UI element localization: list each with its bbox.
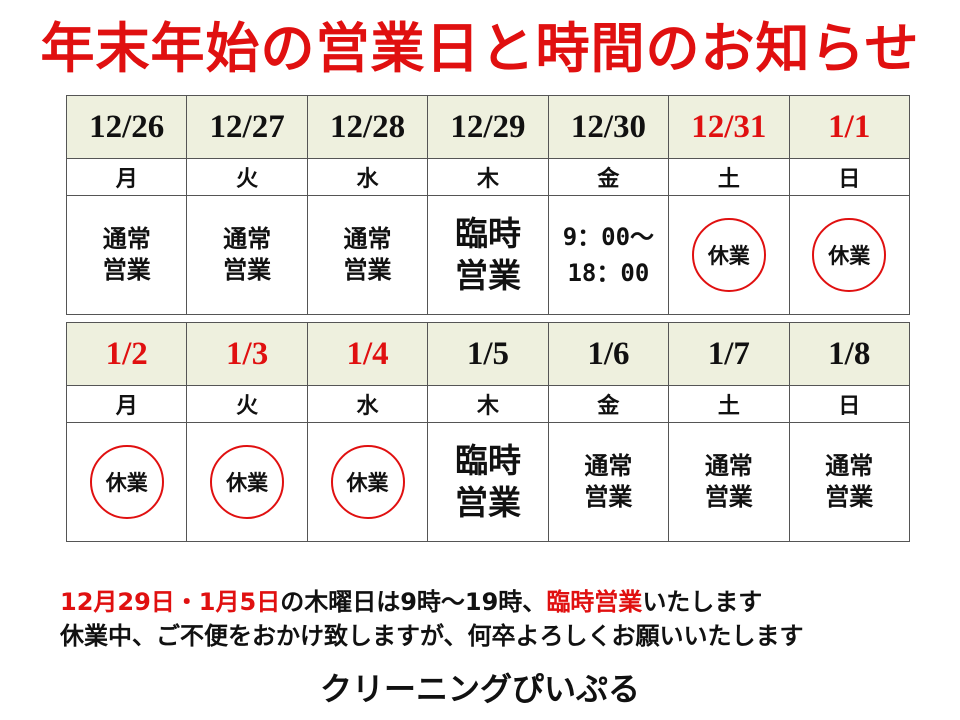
normal-business-label: 通常営業 [825, 452, 874, 511]
weekday-cell: 水 [306, 158, 429, 196]
notice-line-1: 12月29日・1月5日の木曜日は9時～19時、臨時営業いたします [60, 586, 762, 618]
status-cell: 休業 [788, 195, 911, 315]
weekday-cell: 日 [788, 158, 911, 196]
date-cell: 12/29 [427, 95, 549, 159]
notice-end: いたします [642, 588, 763, 616]
special-hours-label: 臨時営業 [454, 214, 521, 295]
notice-hours: の木曜日は9時～19時、 [280, 588, 547, 616]
weekday-cell: 金 [547, 158, 670, 196]
normal-business-label: 通常営業 [343, 225, 392, 284]
notice-dates: 12月29日・1月5日 [60, 588, 281, 616]
weekday-cell: 土 [668, 385, 790, 423]
closed-badge: 休業 [330, 445, 405, 519]
weekday-cell: 金 [547, 385, 670, 423]
closed-badge: 休業 [89, 445, 164, 519]
date-cell: 12/26 [65, 95, 188, 159]
closed-badge: 休業 [210, 445, 285, 519]
notice-line-2: 休業中、ご不便をおかけ致しますが、何卒よろしくお願いいたします [60, 622, 804, 650]
weekday-row: 月火水木金土日 [65, 385, 911, 423]
status-cell: 休業 [668, 195, 790, 315]
date-cell: 12/27 [186, 95, 308, 159]
date-cell: 1/3 [186, 322, 308, 386]
weekday-cell: 木 [427, 385, 549, 423]
status-cell: 通常営業 [306, 195, 429, 315]
calendar-week-2: 1/2 1/3 1/4 1/5 1/6 1/7 1/8 月火水木金土日 休業 休業 休業 臨時営業… [65, 322, 911, 542]
closed-badge: 休業 [812, 218, 887, 292]
weekday-cell: 日 [788, 385, 911, 423]
date-cell: 1/5 [427, 322, 549, 386]
date-row: 12/26 12/27 12/28 12/29 12/30 12/31 1/1 [65, 95, 911, 159]
weekday-row: 月火水木金土日 [65, 158, 911, 196]
date-row: 1/2 1/3 1/4 1/5 1/6 1/7 1/8 [65, 322, 911, 386]
weekday-cell: 木 [427, 158, 549, 196]
weekday-cell: 月 [65, 158, 188, 196]
normal-business-label: 通常営業 [704, 452, 753, 511]
status-cell: 通常営業 [65, 195, 188, 315]
date-cell: 12/28 [306, 95, 429, 159]
weekday-cell: 火 [186, 385, 308, 423]
special-hours-label: 臨時営業 [454, 441, 521, 522]
date-cell: 1/4 [306, 322, 429, 386]
status-cell: 臨時営業 [427, 195, 549, 315]
normal-business-label: 通常営業 [102, 225, 151, 284]
status-cell: 通常営業 [186, 195, 308, 315]
status-cell: 休業 [306, 422, 429, 542]
page-title: 年末年始の営業日と時間のお知らせ [40, 17, 920, 80]
date-cell: 1/1 [788, 95, 911, 159]
date-cell: 1/8 [788, 322, 911, 386]
normal-business-label: 通常営業 [584, 452, 633, 511]
status-cell: 通常営業 [668, 422, 790, 542]
status-cell: 通常営業 [547, 422, 670, 542]
notice-highlight: 臨時営業 [546, 588, 643, 616]
status-cell: 9：00～18：00 [547, 195, 670, 315]
status-cell: 休業 [186, 422, 308, 542]
date-cell: 1/6 [547, 322, 670, 386]
date-cell: 12/31 [668, 95, 790, 159]
date-cell: 1/7 [668, 322, 790, 386]
status-row: 通常営業 通常営業 通常営業 臨時営業 9：00～18：00 休業 休業 [65, 195, 911, 315]
normal-business-label: 通常営業 [223, 225, 272, 284]
date-cell: 1/2 [65, 322, 188, 386]
status-cell: 休業 [65, 422, 188, 542]
status-row: 休業 休業 休業 臨時営業 通常営業 通常営業 通常営業 [65, 422, 911, 542]
status-cell: 通常営業 [788, 422, 911, 542]
business-hours-label: 9：00～18：00 [562, 223, 655, 287]
weekday-cell: 水 [306, 385, 429, 423]
calendar-week-1: 12/26 12/27 12/28 12/29 12/30 12/31 1/1 月火水木金土… [65, 95, 911, 315]
date-cell: 12/30 [547, 95, 670, 159]
weekday-cell: 火 [186, 158, 308, 196]
closed-badge: 休業 [691, 218, 766, 292]
weekday-cell: 土 [668, 158, 790, 196]
status-cell: 臨時営業 [427, 422, 549, 542]
weekday-cell: 月 [65, 385, 188, 423]
shop-name: クリーニングぴいぷる [319, 670, 640, 708]
